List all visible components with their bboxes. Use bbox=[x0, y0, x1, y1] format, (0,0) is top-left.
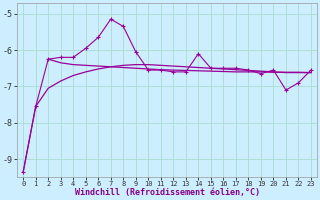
X-axis label: Windchill (Refroidissement éolien,°C): Windchill (Refroidissement éolien,°C) bbox=[75, 188, 260, 197]
